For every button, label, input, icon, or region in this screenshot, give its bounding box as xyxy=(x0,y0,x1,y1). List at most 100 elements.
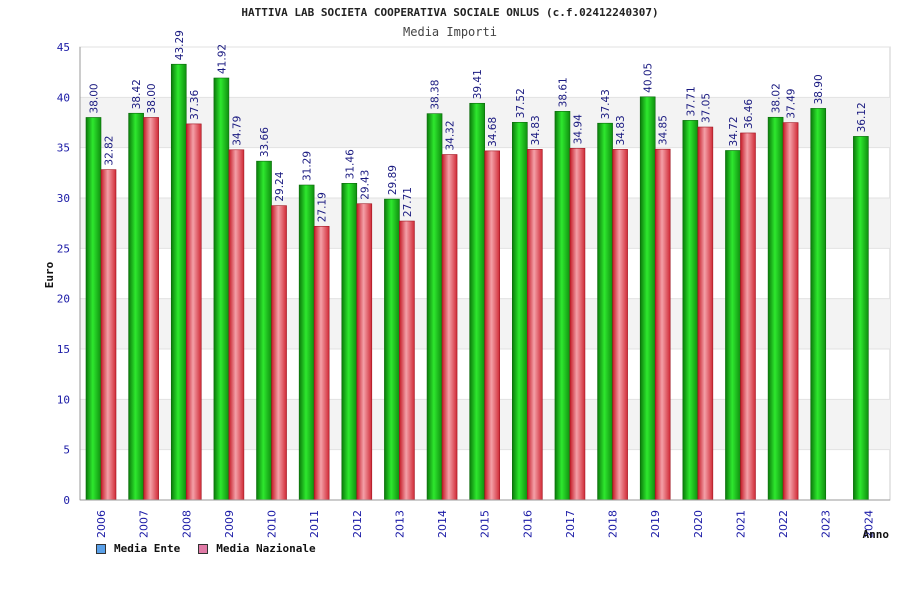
x-tick-label: 2013 xyxy=(393,510,406,538)
bar-media-nazionale xyxy=(654,148,671,501)
data-label: 34.68 xyxy=(487,117,499,147)
bar-media-ente xyxy=(298,184,315,501)
bar-media-ente xyxy=(512,121,528,501)
x-tick-label: 2011 xyxy=(308,510,321,538)
x-tick-label: 2006 xyxy=(95,510,108,538)
x-tick-label: 2009 xyxy=(223,510,236,538)
bar-media-nazionale xyxy=(185,123,202,501)
data-label: 27.71 xyxy=(402,187,414,217)
x-tick-label: 2024 xyxy=(862,510,875,538)
x-axis-title: Anno xyxy=(863,528,890,541)
x-tick-label: 2016 xyxy=(521,510,534,538)
bar-media-ente xyxy=(682,120,699,501)
bar-media-nazionale xyxy=(527,149,543,501)
data-label: 31.46 xyxy=(344,149,356,179)
bar-media-ente xyxy=(128,112,144,501)
data-label: 38.90 xyxy=(813,74,825,104)
legend-swatch-nazionale xyxy=(198,543,209,554)
bar-media-ente xyxy=(639,96,656,501)
data-label: 39.41 xyxy=(472,69,484,99)
bar-media-ente xyxy=(725,150,741,501)
legend-label-nazionale: Media Nazionale xyxy=(216,542,316,555)
data-label: 37.43 xyxy=(600,89,612,119)
x-tick-label: 2023 xyxy=(820,510,833,538)
x-tick-label: 2010 xyxy=(266,510,279,538)
data-label: 38.02 xyxy=(771,83,783,113)
bar-media-nazionale xyxy=(697,126,714,501)
data-label: 37.49 xyxy=(786,89,798,119)
y-tick-label: 30 xyxy=(57,192,70,205)
bar-media-ente xyxy=(426,113,443,501)
bar-media-nazionale xyxy=(441,154,458,501)
data-label: 38.42 xyxy=(131,79,143,109)
data-label: 32.82 xyxy=(104,136,116,166)
bar-media-nazionale xyxy=(612,149,628,501)
bar-media-ente xyxy=(341,183,358,501)
bar-media-ente xyxy=(597,122,613,501)
x-tick-label: 2022 xyxy=(777,510,790,538)
legend-label-ente: Media Ente xyxy=(114,542,181,555)
legend-item-nazionale: Media Nazionale xyxy=(198,542,316,555)
x-tick-label: 2018 xyxy=(607,510,620,538)
y-tick-label: 40 xyxy=(57,91,70,104)
x-tick-label: 2014 xyxy=(436,510,449,538)
bar-media-nazionale xyxy=(399,220,415,501)
bar-media-nazionale xyxy=(740,132,756,501)
y-tick-label: 10 xyxy=(57,393,70,406)
data-label: 29.24 xyxy=(274,171,286,201)
x-tick-label: 2012 xyxy=(351,510,364,538)
y-tick-label: 5 xyxy=(63,444,70,457)
data-label: 34.32 xyxy=(445,120,457,150)
data-label: 38.61 xyxy=(557,77,569,107)
data-label: 34.85 xyxy=(658,115,670,145)
y-tick-label: 35 xyxy=(57,142,70,155)
data-label: 31.29 xyxy=(302,151,314,181)
x-tick-label: 2021 xyxy=(734,510,747,538)
bar-media-nazionale xyxy=(271,205,287,501)
data-label: 34.72 xyxy=(728,116,740,146)
x-tick-label: 2008 xyxy=(180,510,193,538)
x-tick-label: 2007 xyxy=(138,510,151,538)
data-label: 41.92 xyxy=(216,44,228,74)
data-label: 36.46 xyxy=(743,99,755,129)
bar-media-nazionale xyxy=(313,225,330,501)
data-label: 29.43 xyxy=(359,170,371,200)
bar-media-nazionale xyxy=(143,117,159,501)
legend-item-ente: Media Ente xyxy=(96,542,180,555)
bar-media-nazionale xyxy=(100,169,117,501)
bar-media-nazionale xyxy=(782,122,799,501)
bar-media-ente xyxy=(469,102,485,501)
data-label: 43.29 xyxy=(174,30,186,60)
data-label: 37.71 xyxy=(685,86,697,116)
bar-media-nazionale xyxy=(228,149,245,501)
x-tick-label: 2015 xyxy=(479,510,492,538)
data-label: 38.00 xyxy=(89,83,101,113)
bar-media-ente xyxy=(853,136,869,501)
chart-title: HATTIVA LAB SOCIETA COOPERATIVA SOCIALE … xyxy=(241,6,659,19)
y-axis-title: Euro xyxy=(43,261,56,288)
bar-media-ente xyxy=(384,198,400,501)
bar-media-nazionale xyxy=(569,147,586,501)
data-label: 27.19 xyxy=(317,192,329,222)
data-label: 34.79 xyxy=(231,116,243,146)
data-label: 36.12 xyxy=(856,102,868,132)
data-label: 38.38 xyxy=(430,80,442,110)
bar-media-ente xyxy=(256,160,272,501)
data-label: 37.05 xyxy=(700,93,712,123)
bar-media-ente xyxy=(85,117,102,501)
chart-subtitle: Media Importi xyxy=(403,25,497,39)
bar-media-nazionale xyxy=(484,150,500,501)
legend: Media Ente Media Nazionale xyxy=(96,542,316,555)
data-label: 37.52 xyxy=(515,88,527,118)
y-tick-label: 25 xyxy=(57,242,70,255)
y-tick-label: 15 xyxy=(57,343,70,356)
y-tick-label: 20 xyxy=(57,293,70,306)
data-label: 34.83 xyxy=(615,115,627,145)
data-label: 38.00 xyxy=(146,83,158,113)
x-tick-label: 2019 xyxy=(649,510,662,538)
bar-media-ente xyxy=(213,77,230,501)
bar-media-nazionale xyxy=(356,203,373,501)
y-tick-label: 0 xyxy=(63,494,70,507)
bar-media-ente xyxy=(170,63,187,501)
